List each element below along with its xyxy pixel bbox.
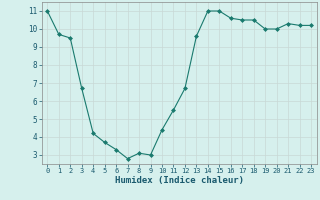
X-axis label: Humidex (Indice chaleur): Humidex (Indice chaleur): [115, 176, 244, 185]
